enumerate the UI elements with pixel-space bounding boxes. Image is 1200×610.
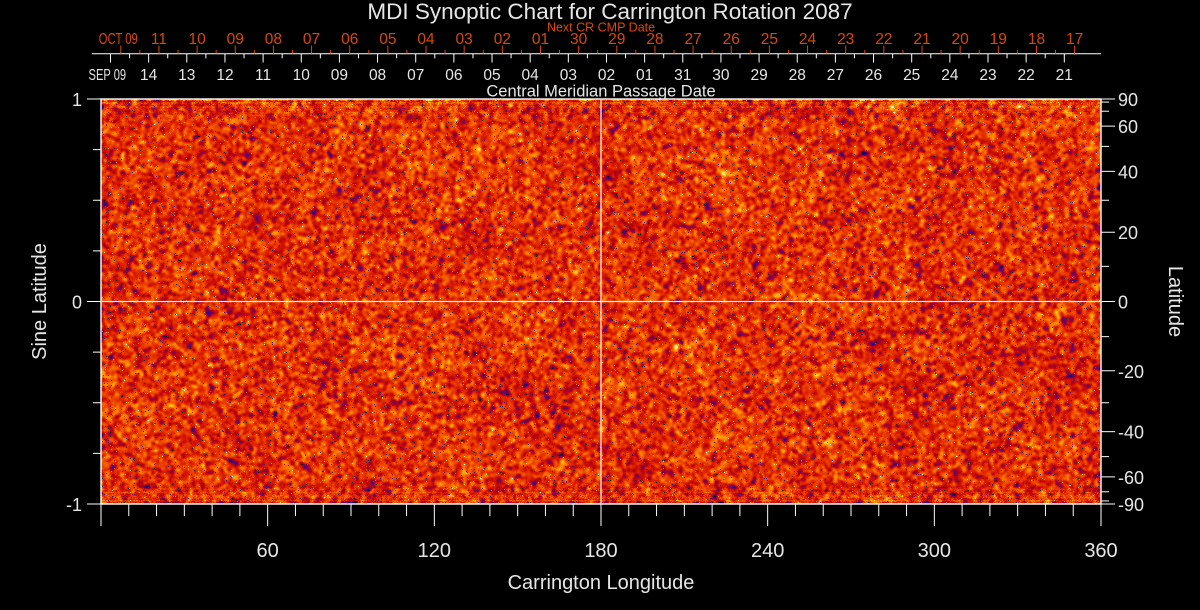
svg-text:24: 24 (799, 31, 817, 48)
svg-text:60: 60 (1118, 117, 1138, 137)
svg-text:0: 0 (1118, 293, 1128, 313)
svg-text:08: 08 (265, 31, 282, 48)
svg-text:OCT 09: OCT 09 (99, 30, 138, 47)
svg-text:21: 21 (913, 31, 930, 48)
svg-text:31: 31 (674, 67, 691, 84)
svg-text:17: 17 (1066, 31, 1083, 48)
svg-text:06: 06 (341, 31, 358, 48)
svg-text:1: 1 (72, 90, 82, 110)
svg-text:20: 20 (1118, 223, 1138, 243)
svg-text:24: 24 (941, 67, 959, 84)
svg-text:08: 08 (369, 67, 386, 84)
svg-text:30: 30 (712, 67, 730, 84)
svg-text:29: 29 (750, 67, 767, 84)
svg-text:25: 25 (761, 31, 778, 48)
svg-text:120: 120 (418, 540, 451, 562)
svg-text:360: 360 (1084, 540, 1117, 562)
svg-text:Carrington Longitude: Carrington Longitude (508, 572, 695, 594)
svg-text:Sine Latitude: Sine Latitude (29, 243, 51, 360)
svg-text:-90: -90 (1118, 495, 1144, 515)
svg-text:40: 40 (1118, 162, 1138, 182)
svg-text:23: 23 (837, 31, 854, 48)
svg-text:13: 13 (178, 67, 195, 84)
svg-text:26: 26 (865, 67, 882, 84)
svg-text:05: 05 (379, 31, 396, 48)
svg-text:22: 22 (1018, 67, 1035, 84)
svg-text:11: 11 (151, 31, 167, 48)
svg-text:04: 04 (522, 67, 540, 84)
svg-text:Latitude: Latitude (1164, 266, 1186, 337)
svg-text:14: 14 (140, 67, 158, 84)
svg-text:07: 07 (407, 67, 424, 84)
svg-text:22: 22 (875, 31, 892, 48)
svg-text:06: 06 (445, 67, 462, 84)
svg-text:10: 10 (293, 67, 311, 84)
svg-text:03: 03 (456, 31, 473, 48)
svg-text:90: 90 (1118, 90, 1138, 110)
svg-text:26: 26 (723, 31, 740, 48)
svg-text:10: 10 (188, 31, 206, 48)
svg-text:04: 04 (417, 31, 435, 48)
svg-text:09: 09 (331, 67, 348, 84)
svg-text:12: 12 (216, 67, 233, 84)
svg-text:0: 0 (72, 293, 82, 313)
svg-text:Next CR CMP Date: Next CR CMP Date (547, 21, 655, 35)
svg-text:09: 09 (227, 31, 244, 48)
svg-text:SEP 09: SEP 09 (89, 66, 127, 83)
svg-text:-40: -40 (1118, 423, 1144, 443)
svg-text:27: 27 (684, 31, 701, 48)
svg-text:60: 60 (257, 540, 279, 562)
svg-text:19: 19 (990, 31, 1007, 48)
svg-text:28: 28 (789, 67, 806, 84)
svg-text:20: 20 (952, 31, 970, 48)
svg-text:180: 180 (584, 540, 617, 562)
svg-text:03: 03 (560, 67, 577, 84)
svg-text:-1: -1 (66, 495, 82, 515)
svg-text:240: 240 (751, 540, 784, 562)
svg-text:18: 18 (1028, 31, 1045, 48)
svg-text:02: 02 (598, 67, 615, 84)
svg-text:23: 23 (979, 67, 996, 84)
svg-text:05: 05 (483, 67, 500, 84)
svg-text:25: 25 (903, 67, 920, 84)
svg-text:21: 21 (1056, 67, 1073, 84)
svg-text:07: 07 (303, 31, 320, 48)
svg-text:02: 02 (494, 31, 511, 48)
svg-text:01: 01 (636, 67, 653, 84)
svg-text:300: 300 (918, 540, 951, 562)
svg-text:-20: -20 (1118, 362, 1144, 382)
svg-text:Central Meridian Passage Date: Central Meridian Passage Date (486, 83, 715, 101)
svg-text:27: 27 (827, 67, 844, 84)
svg-text:11: 11 (255, 67, 271, 84)
svg-text:-60: -60 (1118, 468, 1144, 488)
